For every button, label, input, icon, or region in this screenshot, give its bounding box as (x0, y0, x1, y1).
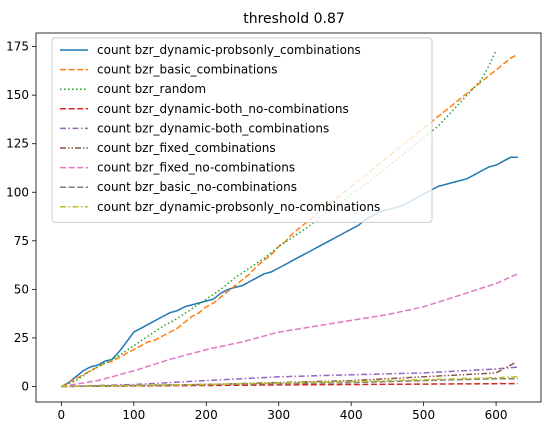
x-tick-label-4: 400 (340, 408, 363, 422)
x-tick-label-3: 300 (267, 408, 290, 422)
y-tick-label-1: 25 (14, 331, 29, 345)
series-line-6 (61, 273, 519, 388)
y-tick-label-3: 75 (14, 234, 29, 248)
legend-label-0: count bzr_dynamic-probsonly_combinations (97, 43, 361, 57)
series-line-1 (61, 53, 519, 388)
plot-area (61, 50, 519, 388)
legend-label-3: count bzr_dynamic-both_no-combinations (97, 102, 349, 116)
y-tick-label-4: 100 (6, 185, 29, 199)
chart-title: threshold 0.87 (243, 11, 345, 27)
plot-frame (35, 32, 542, 403)
x-tick-label-2: 200 (195, 408, 218, 422)
y-tick-label-0: 0 (21, 379, 29, 393)
series-line-3 (61, 382, 518, 388)
legend-label-2: count bzr_random (97, 82, 206, 96)
series-line-7 (61, 377, 518, 388)
legend-label-1: count bzr_basic_combinations (97, 63, 277, 77)
legend-label-4: count bzr_dynamic-both_combinations (97, 121, 329, 135)
legend-box (51, 37, 433, 223)
legend-label-7: count bzr_basic_no-combinations (97, 180, 297, 194)
series-line-8 (61, 376, 518, 388)
x-tick-label-6: 600 (485, 408, 508, 422)
y-tick-label-6: 150 (6, 88, 29, 102)
x-tick-label-1: 100 (122, 408, 145, 422)
y-axis: 0 25 50 75 100 125 150 175 (6, 40, 36, 393)
y-tick-label-5: 125 (6, 137, 29, 151)
x-tick-label-0: 0 (58, 408, 66, 422)
x-tick-label-5: 500 (412, 408, 435, 422)
legend-label-6: count bzr_fixed_no-combinations (97, 161, 295, 175)
legend-label-8: count bzr_dynamic-probsonly_no-combinati… (97, 200, 380, 214)
y-tick-label-7: 175 (6, 40, 29, 54)
y-tick-label-2: 50 (14, 282, 29, 296)
x-axis: 0 100 200 300 400 500 600 (58, 402, 508, 422)
series-line-4 (61, 366, 518, 388)
series-line-0 (61, 156, 518, 388)
legend-label-5: count bzr_fixed_combinations (97, 141, 276, 155)
legend: count bzr_dynamic-probsonly_combinations… (51, 37, 433, 223)
